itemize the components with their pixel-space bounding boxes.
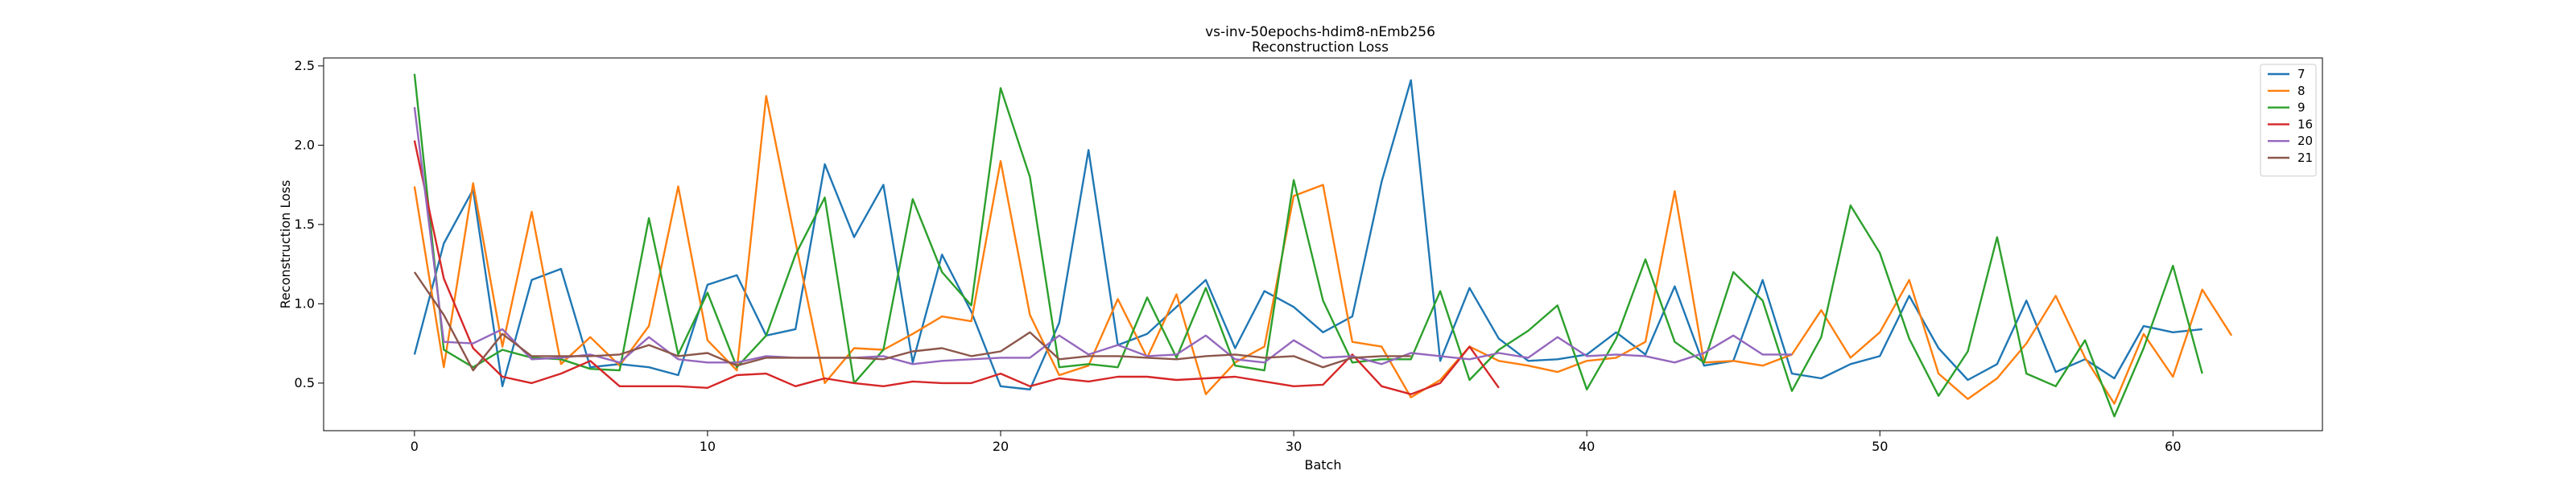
x-tick-label: 50 [1872, 439, 1888, 454]
y-tick-label: 2.5 [295, 58, 315, 73]
series-line-16 [413, 140, 1500, 395]
series-layer [413, 73, 2233, 418]
series-line-9 [413, 73, 2203, 418]
y-tick-label: 2.0 [295, 137, 315, 152]
x-axis-label: Batch [1305, 457, 1342, 473]
x-tick-label: 20 [993, 439, 1009, 454]
x-tick-label: 40 [1579, 439, 1595, 454]
legend-label-7: 7 [2297, 67, 2306, 81]
x-tick-label: 60 [2165, 439, 2181, 454]
legend-label-21: 21 [2297, 151, 2313, 165]
legend-box [2260, 64, 2317, 177]
plot-frame [323, 57, 2323, 431]
series-line-8 [413, 95, 2233, 405]
legend: 7 8 9 16 20 21 [2260, 64, 2317, 177]
x-tick-label: 10 [700, 439, 716, 454]
x-axis-ticks: 0 10 20 30 40 50 60 [411, 431, 2182, 454]
chart-subtitle: Reconstruction Loss [1252, 39, 1389, 56]
legend-label-20: 20 [2297, 134, 2313, 148]
y-axis-label: Reconstruction Loss [278, 180, 293, 309]
chart-title: vs-inv-50epochs-hdim8-nEmb256 [1205, 24, 1435, 40]
legend-label-8: 8 [2297, 84, 2306, 98]
x-tick-label: 0 [411, 439, 419, 454]
y-axis-ticks: 0.5 1.0 1.5 2.0 2.5 [295, 58, 324, 390]
series-line-21 [413, 271, 1411, 372]
y-tick-label: 1.5 [295, 217, 315, 232]
legend-label-16: 16 [2297, 117, 2313, 131]
series-line-7 [413, 79, 2202, 390]
y-tick-label: 1.0 [295, 295, 315, 311]
legend-label-9: 9 [2297, 101, 2306, 115]
y-tick-label: 0.5 [295, 375, 315, 390]
series-line-20 [413, 106, 1792, 365]
x-tick-label: 30 [1286, 439, 1302, 454]
